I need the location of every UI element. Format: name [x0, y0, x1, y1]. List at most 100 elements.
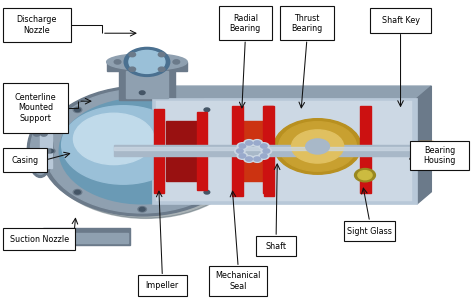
Ellipse shape [107, 54, 187, 70]
Circle shape [259, 153, 269, 159]
Circle shape [129, 67, 136, 71]
Text: Mechanical
Seal: Mechanical Seal [216, 271, 261, 291]
Circle shape [259, 143, 269, 149]
Circle shape [246, 141, 252, 145]
Circle shape [229, 148, 238, 154]
Bar [243, 121, 264, 181]
Circle shape [114, 60, 121, 64]
Circle shape [263, 149, 270, 153]
Circle shape [237, 149, 243, 153]
Circle shape [244, 156, 254, 162]
Circle shape [129, 50, 165, 73]
Text: Shaft Key: Shaft Key [382, 16, 419, 25]
Circle shape [124, 47, 170, 76]
Circle shape [252, 156, 263, 162]
Circle shape [237, 143, 247, 149]
Bar [232, 106, 243, 196]
Circle shape [202, 107, 211, 113]
Circle shape [139, 207, 145, 211]
Circle shape [73, 107, 82, 113]
Circle shape [40, 166, 47, 170]
Text: Impeller: Impeller [146, 281, 179, 290]
Bar [360, 106, 371, 193]
Bar [156, 101, 412, 201]
Circle shape [33, 132, 40, 136]
Circle shape [261, 148, 272, 154]
Circle shape [59, 98, 225, 204]
Bar [152, 98, 417, 204]
Text: Radial
Bearing: Radial Bearing [230, 14, 261, 33]
Text: Centerline
Mounted
Support: Centerline Mounted Support [15, 93, 56, 123]
Bar [197, 112, 207, 190]
Circle shape [48, 149, 54, 153]
Bar [154, 109, 164, 193]
Text: Sight Glass: Sight Glass [347, 226, 392, 236]
FancyBboxPatch shape [3, 228, 75, 250]
Text: Suction Nozzle: Suction Nozzle [9, 235, 69, 244]
Bar [107, 62, 187, 71]
Circle shape [158, 67, 165, 71]
FancyBboxPatch shape [3, 8, 71, 42]
Bar [114, 147, 431, 149]
Circle shape [202, 189, 211, 195]
Circle shape [62, 106, 185, 184]
Circle shape [274, 119, 361, 174]
FancyBboxPatch shape [209, 266, 267, 296]
FancyBboxPatch shape [344, 221, 395, 241]
Circle shape [246, 157, 252, 161]
Circle shape [237, 153, 247, 159]
Circle shape [75, 190, 81, 194]
Text: Discharge
Nozzle: Discharge Nozzle [17, 15, 57, 35]
Circle shape [261, 144, 267, 148]
Circle shape [40, 132, 47, 136]
Circle shape [254, 157, 261, 161]
Circle shape [173, 60, 180, 64]
FancyBboxPatch shape [138, 275, 187, 296]
Circle shape [292, 130, 344, 163]
Circle shape [279, 122, 356, 171]
Bar [263, 106, 273, 193]
Circle shape [158, 53, 165, 57]
Circle shape [45, 89, 239, 213]
Circle shape [252, 140, 263, 146]
FancyBboxPatch shape [3, 148, 47, 172]
Circle shape [73, 189, 82, 195]
Bar [45, 233, 128, 243]
Circle shape [239, 144, 246, 148]
Circle shape [204, 190, 210, 194]
Bar [118, 69, 175, 100]
Circle shape [306, 139, 329, 154]
Circle shape [75, 108, 81, 112]
Text: Shaft: Shaft [265, 242, 287, 251]
Bar [419, 141, 433, 147]
Circle shape [73, 113, 154, 165]
Circle shape [261, 154, 267, 158]
Bar [264, 106, 274, 196]
FancyBboxPatch shape [219, 6, 272, 40]
Circle shape [30, 149, 36, 153]
Polygon shape [417, 86, 431, 204]
Circle shape [358, 171, 372, 180]
Circle shape [355, 169, 375, 182]
Circle shape [139, 91, 145, 95]
Circle shape [231, 149, 237, 153]
Bar [126, 71, 168, 98]
Bar [40, 134, 52, 168]
FancyBboxPatch shape [280, 6, 334, 40]
Circle shape [138, 90, 146, 95]
Ellipse shape [30, 127, 50, 175]
Text: Casing: Casing [11, 156, 38, 165]
FancyBboxPatch shape [370, 8, 431, 33]
Bar [43, 228, 130, 245]
Circle shape [239, 154, 246, 158]
Circle shape [33, 166, 40, 170]
FancyBboxPatch shape [256, 236, 296, 256]
FancyBboxPatch shape [3, 83, 68, 133]
Ellipse shape [27, 124, 53, 178]
Polygon shape [152, 86, 431, 98]
Circle shape [44, 88, 248, 218]
Text: Bearing
Housing: Bearing Housing [423, 146, 456, 165]
Circle shape [244, 140, 254, 146]
Text: Thrust
Bearing: Thrust Bearing [292, 14, 322, 33]
Circle shape [204, 108, 210, 112]
